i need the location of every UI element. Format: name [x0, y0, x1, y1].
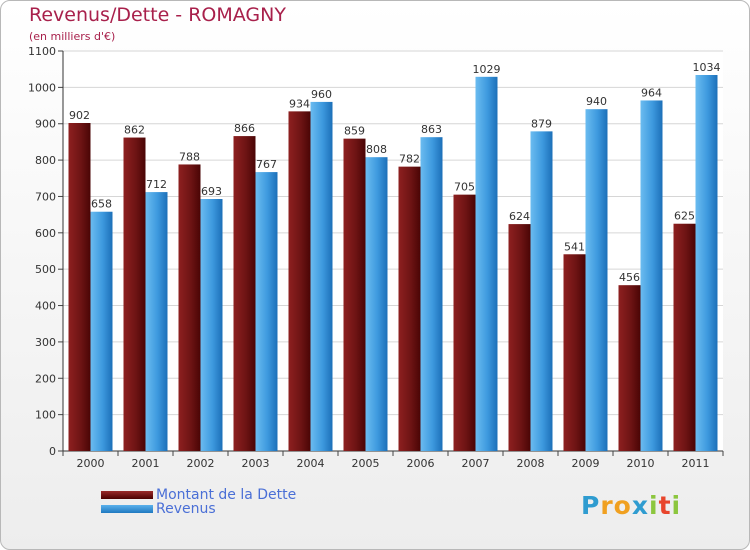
bar-revenus — [145, 192, 168, 451]
y-tick-label: 800 — [35, 154, 56, 167]
plot-area — [63, 51, 723, 451]
logo-letter: i — [671, 491, 682, 520]
bar-revenus — [585, 109, 608, 451]
x-tick-label: 2003 — [242, 457, 270, 470]
x-tick-label: 2007 — [462, 457, 490, 470]
y-tick-label: 1100 — [28, 45, 56, 58]
x-tick-label: 2008 — [517, 457, 545, 470]
value-label-revenus: 1029 — [473, 63, 501, 76]
bar-revenus — [420, 137, 443, 451]
x-tick-label: 2009 — [572, 457, 600, 470]
bar-dette — [673, 223, 696, 451]
logo-letter: t — [658, 491, 672, 520]
value-label-revenus: 658 — [91, 198, 112, 211]
bar-dette — [398, 166, 421, 452]
y-tick-label: 700 — [35, 190, 56, 203]
y-tick-label: 500 — [35, 263, 56, 276]
bar-dette — [618, 285, 641, 451]
x-tick-label: 2005 — [352, 457, 380, 470]
bar-revenus — [310, 101, 333, 451]
bar-revenus — [365, 157, 388, 451]
logo-letter: o — [613, 491, 632, 520]
value-label-dette: 859 — [344, 125, 365, 138]
x-tick-label: 2006 — [407, 457, 435, 470]
value-label-revenus: 863 — [421, 123, 442, 136]
value-label-dette: 625 — [674, 210, 695, 223]
bar-dette — [563, 254, 586, 451]
bar-revenus — [695, 75, 718, 451]
bar-revenus — [475, 76, 498, 452]
value-label-revenus: 1034 — [693, 61, 721, 74]
value-label-revenus: 712 — [146, 178, 167, 191]
y-tick-label: 200 — [35, 372, 56, 385]
legend-item-dette: Montant de la Dette — [101, 487, 296, 503]
legend-swatch-dette — [101, 491, 153, 499]
bar-dette — [233, 136, 256, 451]
logo-letter: i — [649, 491, 659, 520]
value-label-dette: 541 — [564, 240, 585, 253]
bar-dette — [68, 123, 91, 451]
y-tick-label: 1000 — [28, 81, 56, 94]
legend-label-revenus: Revenus — [156, 501, 216, 517]
x-tick-label: 2002 — [187, 457, 215, 470]
bar-revenus — [200, 199, 223, 451]
bar-revenus — [90, 211, 113, 451]
y-tick-label: 300 — [35, 336, 56, 349]
bar-dette — [288, 111, 311, 451]
proxiti-logo: Proxiti — [581, 491, 681, 520]
bar-revenus — [640, 100, 663, 452]
value-label-dette: 788 — [179, 150, 200, 163]
legend-swatch-revenus — [101, 505, 153, 513]
x-tick-label: 2004 — [297, 457, 325, 470]
value-label-revenus: 960 — [311, 88, 332, 101]
value-label-revenus: 940 — [586, 95, 607, 108]
value-label-dette: 456 — [619, 271, 640, 284]
logo-letter: P — [581, 491, 601, 520]
bar-revenus — [255, 172, 278, 451]
value-label-revenus: 767 — [256, 158, 277, 171]
bar-dette — [343, 138, 366, 452]
value-label-revenus: 808 — [366, 143, 387, 156]
bar-dette — [178, 164, 201, 452]
value-label-dette: 934 — [289, 97, 310, 110]
value-label-revenus: 693 — [201, 185, 222, 198]
value-label-revenus: 964 — [641, 86, 662, 99]
y-tick-label: 900 — [35, 118, 56, 131]
logo-letter: x — [631, 491, 649, 520]
y-tick-label: 0 — [49, 445, 56, 458]
bar-dette — [508, 224, 531, 451]
bar-dette — [123, 137, 146, 451]
value-label-dette: 624 — [509, 210, 530, 223]
chart-subtitle: (en milliers d'€) — [29, 30, 116, 43]
y-tick-label: 400 — [35, 300, 56, 313]
value-label-dette: 862 — [124, 124, 145, 137]
logo-letter: r — [600, 491, 614, 520]
legend-item-revenus: Revenus — [101, 501, 216, 517]
value-label-dette: 705 — [454, 181, 475, 194]
y-tick-label: 100 — [35, 409, 56, 422]
value-label-dette: 902 — [69, 109, 90, 122]
x-tick-label: 2000 — [77, 457, 105, 470]
x-tick-label: 2011 — [682, 457, 710, 470]
bar-dette — [453, 194, 476, 452]
value-label-dette: 866 — [234, 122, 255, 135]
value-label-revenus: 879 — [531, 117, 552, 130]
chart-title: Revenus/Dette - ROMAGNY — [29, 4, 286, 26]
bar-revenus — [530, 131, 553, 451]
legend-label-dette: Montant de la Dette — [156, 487, 297, 503]
x-tick-label: 2010 — [627, 457, 655, 470]
value-label-dette: 782 — [399, 153, 420, 166]
x-tick-label: 2001 — [132, 457, 160, 470]
y-tick-label: 600 — [35, 227, 56, 240]
